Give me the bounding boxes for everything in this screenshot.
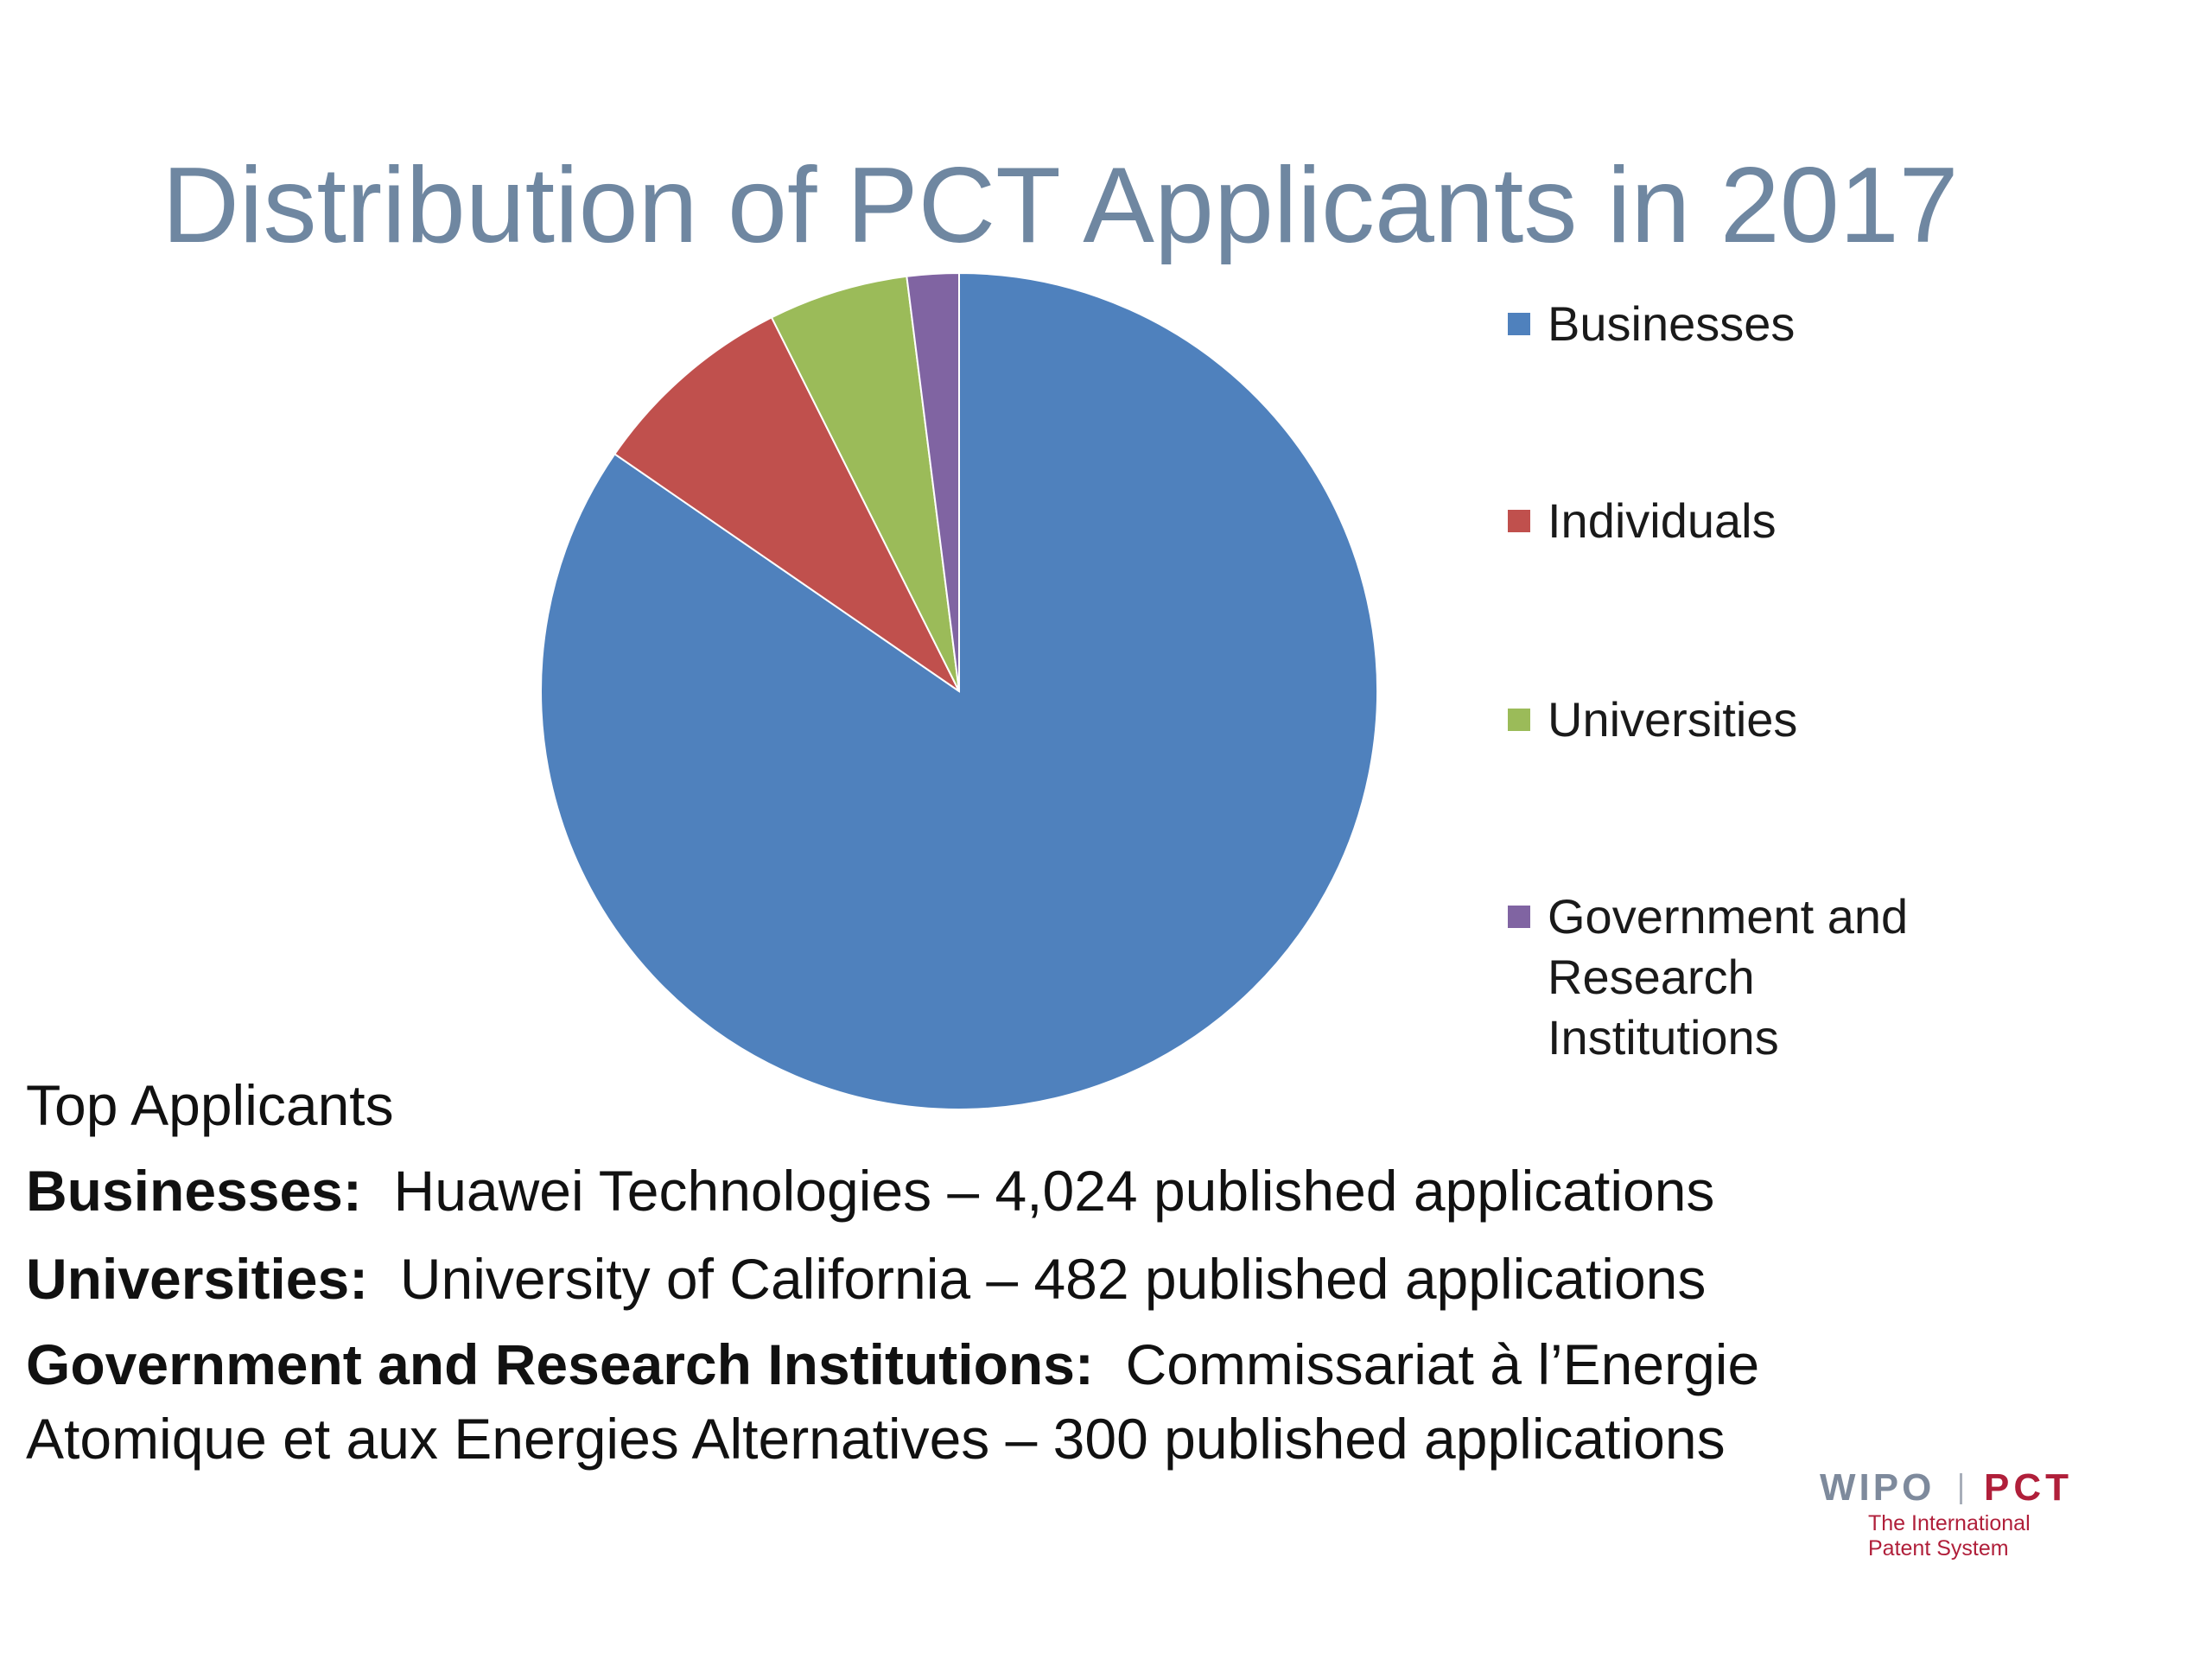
pie-slice-businesses (539, 271, 1378, 1110)
legend-label-line: Institutions (1548, 1010, 1779, 1065)
legend-label: Government and Research Institutions (1548, 887, 1908, 1068)
pie-slice-government-and-research-institutions (906, 271, 960, 692)
applicant-category: Businesses: (26, 1159, 362, 1223)
applicant-detail: Huawei Technologies – 4,024 published ap… (393, 1159, 1715, 1223)
applicant-detail: Commissariat à l’Energie Atomique et aux… (26, 1332, 1760, 1471)
legend-swatch (1508, 906, 1530, 928)
pie-slice-individuals (613, 316, 960, 692)
logo-separator (1960, 1473, 1962, 1504)
wipo-pct-logo: WIPO PCT The International Patent System (1820, 1466, 2096, 1561)
legend-swatch (1508, 313, 1530, 335)
applicant-category: Universities: (26, 1247, 369, 1311)
legend-label-line: Research (1548, 950, 1755, 1004)
legend-label: Businesses (1548, 294, 1795, 354)
logo-subtitle-line: The International (1868, 1511, 2031, 1535)
legend-label: Individuals (1548, 491, 1777, 551)
applicant-businesses: Businesses: Huawei Technologies – 4,024 … (26, 1151, 1970, 1230)
legend-label-line: Government and (1548, 889, 1909, 944)
legend-swatch (1508, 709, 1530, 731)
pie-slice-universities (770, 275, 960, 692)
legend-label-line: Universities (1548, 692, 1798, 747)
applicant-government-research: Government and Research Institutions: Co… (26, 1327, 1970, 1476)
pie-chart (539, 271, 1378, 1110)
legend-label-line: Businesses (1548, 296, 1796, 351)
slide-title: Distribution of PCT Applicants in 2017 (162, 146, 1959, 265)
applicant-universities: Universities: University of California –… (26, 1239, 1970, 1319)
legend-swatch (1508, 510, 1530, 532)
applicant-detail: University of California – 482 published… (399, 1247, 1707, 1311)
legend-label: Universities (1548, 690, 1797, 750)
logo-wipo-text: WIPO (1820, 1466, 1936, 1509)
logo-pct-text: PCT (1984, 1466, 2073, 1509)
applicant-category: Government and Research Institutions: (26, 1332, 1094, 1396)
logo-subtitle: The International Patent System (1868, 1511, 2031, 1561)
logo-subtitle-line: Patent System (1868, 1536, 2009, 1560)
top-applicants-heading: Top Applicants (26, 1073, 394, 1137)
legend-label-line: Individuals (1548, 493, 1777, 548)
top-applicants: Top Applicants Businesses: Huawei Techno… (26, 1063, 1970, 1484)
